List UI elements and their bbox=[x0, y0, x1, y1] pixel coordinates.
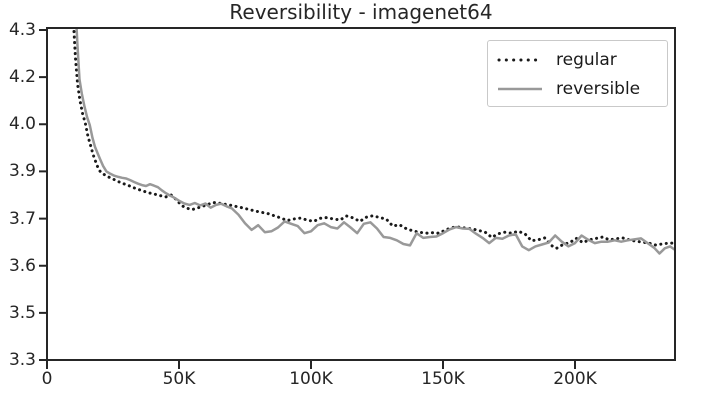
legend-entry-reversible: reversible bbox=[497, 74, 667, 103]
x-tick-label: 50K bbox=[162, 369, 196, 389]
legend: regular reversible bbox=[487, 40, 668, 107]
x-tick-label: 0 bbox=[41, 369, 53, 389]
dotted-line-swatch-icon bbox=[497, 58, 543, 61]
y-tick-label: 3.6 bbox=[8, 256, 36, 276]
y-tick-label: 3.9 bbox=[8, 161, 36, 181]
legend-label: reversible bbox=[556, 78, 641, 99]
y-tick-label: 3.3 bbox=[8, 350, 36, 370]
solid-line-swatch-icon bbox=[498, 87, 542, 90]
x-tick-label: 200K bbox=[553, 369, 597, 389]
x-tick-label: 150K bbox=[421, 369, 465, 389]
series-regular bbox=[72, 28, 675, 250]
tick-marks bbox=[39, 29, 576, 369]
y-tick-label: 4.2 bbox=[8, 67, 36, 87]
chart-title: Reversibility - imagenet64 bbox=[229, 0, 493, 24]
series-reversible bbox=[75, 28, 675, 255]
legend-label: regular bbox=[556, 49, 617, 70]
y-tick-label: 3.7 bbox=[8, 209, 36, 229]
y-tick-label: 4.0 bbox=[8, 114, 36, 134]
y-tick-label: 4.3 bbox=[8, 20, 36, 40]
legend-entry-regular: regular bbox=[497, 45, 667, 74]
plot-frame bbox=[46, 27, 676, 361]
x-tick-label: 100K bbox=[289, 369, 333, 389]
y-tick-label: 3.5 bbox=[8, 303, 36, 323]
